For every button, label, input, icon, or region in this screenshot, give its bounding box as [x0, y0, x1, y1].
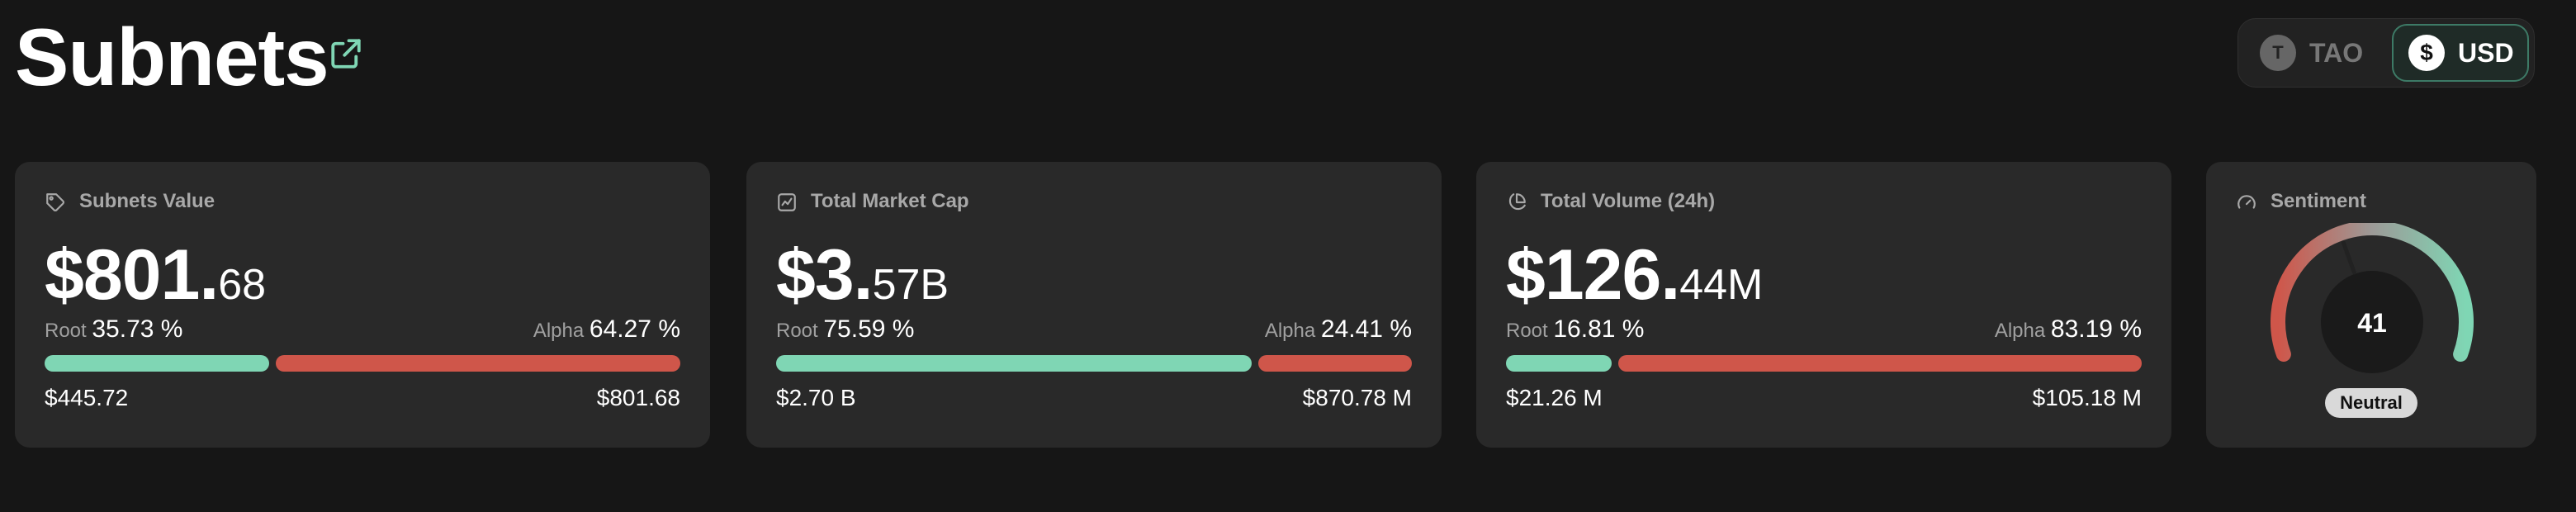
card-title: Total Market Cap — [811, 190, 969, 212]
card-value: $801.68 — [45, 235, 267, 315]
card-title: Subnets Value — [79, 190, 215, 212]
pie-chart-icon — [1508, 193, 1526, 211]
dollar-coin-icon: $ — [2408, 35, 2445, 71]
card-title: Total Volume (24h) — [1541, 190, 1716, 212]
root-share-bar — [45, 355, 269, 372]
card-title: Sentiment — [2271, 190, 2367, 212]
gauge-center — [2321, 271, 2423, 373]
chart-icon — [778, 193, 796, 211]
root-share-bar — [1506, 355, 1612, 372]
sentiment-gauge: 41 — [2271, 223, 2474, 373]
currency-option-tao[interactable]: T TAO — [2245, 24, 2385, 82]
currency-option-usd[interactable]: $ USD — [2392, 24, 2529, 82]
currency-option-label: TAO — [2309, 37, 2364, 68]
stat-card-subnets-value: Subnets Value $801.68 Root 35.73 % Alpha… — [15, 162, 710, 448]
alpha-share: Alpha 64.27 % — [533, 315, 680, 343]
alpha-share: Alpha 83.19 % — [1994, 315, 2142, 343]
gauge-arc — [2271, 223, 2474, 362]
alpha-amount: $105.18 M — [2032, 385, 2142, 410]
root-amount: $21.26 M — [1506, 385, 1603, 410]
sentiment-label-badge: Neutral — [2325, 388, 2417, 418]
root-amount: $2.70 B — [776, 385, 856, 410]
sentiment-card: Sentiment 41 Neutral — [2206, 162, 2536, 448]
tao-coin-icon: T — [2260, 35, 2296, 71]
tag-icon — [46, 193, 64, 211]
alpha-amount: $801.68 — [596, 385, 680, 410]
alpha-share-bar — [276, 355, 680, 372]
sentiment-score: 41 — [2357, 308, 2387, 338]
root-amount: $445.72 — [45, 385, 129, 410]
root-share: Root 35.73 % — [45, 315, 183, 343]
gauge-icon — [2237, 195, 2256, 209]
alpha-share-bar — [1258, 355, 1412, 372]
gauge-needle — [2341, 240, 2356, 275]
alpha-share-bar — [1618, 355, 2142, 372]
currency-toggle: T TAO $ USD — [2237, 18, 2535, 88]
root-share: Root 16.81 % — [1506, 315, 1645, 343]
stat-card-total-market-cap: Total Market Cap $3.57B Root 75.59 % Alp… — [746, 162, 1442, 448]
card-value: $126.44M — [1506, 235, 1764, 315]
root-share-bar — [776, 355, 1252, 372]
external-link-icon[interactable] — [329, 36, 363, 71]
page-title: Subnets — [15, 12, 329, 102]
alpha-share: Alpha 24.41 % — [1264, 315, 1412, 343]
currency-option-label: USD — [2458, 37, 2514, 68]
stat-card-total-volume: Total Volume (24h) $126.44M Root 16.81 %… — [1476, 162, 2171, 448]
root-share: Root 75.59 % — [776, 315, 915, 343]
card-value: $3.57B — [776, 235, 949, 315]
alpha-amount: $870.78 M — [1302, 385, 1412, 410]
